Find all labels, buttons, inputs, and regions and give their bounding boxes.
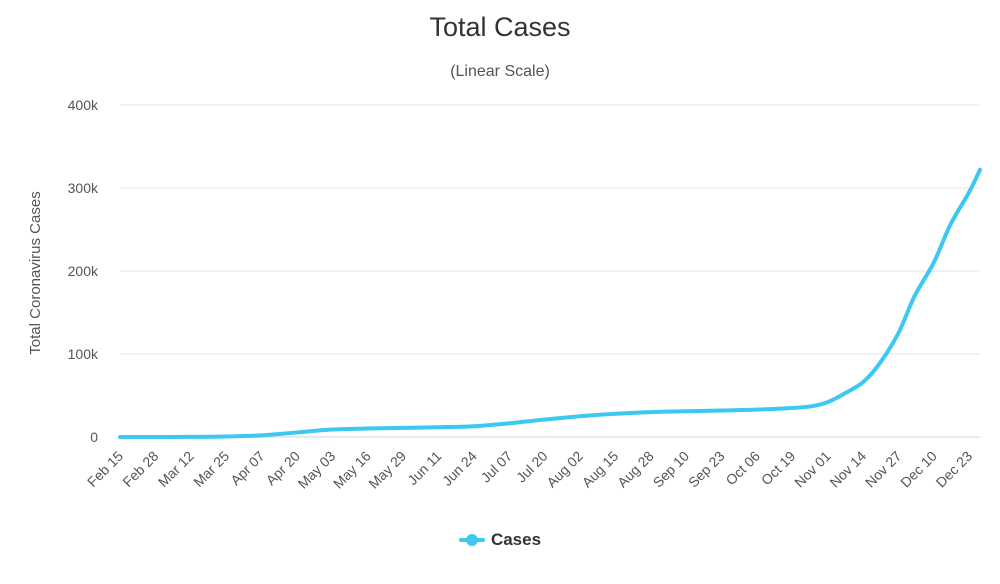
x-tick-label: Nov 27 [862, 448, 905, 491]
x-tick-label: Jun 24 [439, 448, 480, 489]
x-tick-label: Oct 06 [722, 448, 763, 489]
x-tick-label: Sep 23 [685, 448, 728, 491]
x-tick-label: Jun 11 [404, 448, 444, 488]
x-tick-label: May 03 [295, 448, 339, 492]
y-tick-label: 300k [68, 180, 99, 196]
x-tick-label: Oct 19 [758, 448, 799, 489]
x-tick-label: Feb 15 [84, 448, 126, 490]
x-tick-label: Jul 07 [478, 448, 516, 486]
y-tick-label: 200k [68, 263, 99, 279]
legend-item-cases[interactable]: Cases [458, 530, 542, 550]
series-layer [118, 167, 982, 440]
y-tick-label: 0 [90, 429, 98, 445]
y-axis-title: Total Coronavirus Cases [27, 191, 44, 354]
x-tick-label: Aug 02 [543, 448, 586, 491]
x-tick-label: Apr 07 [227, 448, 268, 489]
grid-lines [120, 104, 980, 438]
x-tick-label: Aug 15 [579, 448, 622, 491]
x-tick-label: May 16 [330, 448, 374, 492]
chart-subtitle: (Linear Scale) [450, 63, 550, 80]
x-tick-label: May 29 [365, 448, 409, 492]
y-axis-tick-labels: 0 100k 200k 300k 400k [68, 97, 99, 445]
x-tick-label: Mar 25 [190, 448, 232, 490]
legend-label: Cases [490, 530, 542, 549]
y-tick-label: 100k [68, 346, 99, 362]
legend: Cases [0, 530, 1000, 550]
x-tick-label: Dec 10 [897, 448, 940, 491]
x-tick-label: Sep 10 [650, 448, 693, 491]
x-tick-label: Nov 01 [791, 448, 834, 491]
x-tick-label: Dec 23 [933, 448, 976, 491]
y-tick-label: 400k [68, 97, 99, 113]
x-tick-label: Aug 28 [614, 448, 657, 491]
x-tick-label: Nov 14 [826, 448, 869, 491]
x-tick-label: Feb 28 [119, 448, 161, 490]
x-tick-label: Mar 12 [155, 448, 197, 490]
legend-swatch-icon [458, 534, 485, 546]
chart-title: Total Cases [429, 12, 571, 42]
series-line-cases[interactable] [118, 167, 982, 440]
